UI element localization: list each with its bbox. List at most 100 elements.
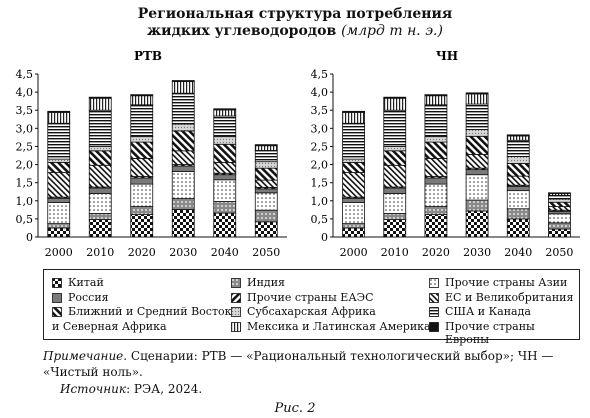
- legend-item-mideast: Ближний и Средний Восток и Северная Африк…: [52, 305, 232, 333]
- bar-segment-china-2040: [213, 212, 237, 238]
- bar-segment-mideast-2040: [506, 163, 530, 177]
- y-tick-label: 4,0: [311, 86, 329, 99]
- bar-segment-china-2020: [130, 214, 154, 238]
- y-tick-label: 1,0: [311, 195, 329, 208]
- legend-swatch: [429, 321, 439, 332]
- figure-title: Региональная структура потребления жидки…: [0, 6, 590, 40]
- source-text: : РЭА, 2024.: [126, 382, 203, 396]
- y-tick-label: 2,5: [311, 140, 329, 153]
- y-tick-label: 0: [321, 231, 328, 244]
- bar-segment-china-2050: [548, 228, 571, 238]
- bar-segment-russia-2040: [506, 185, 530, 192]
- bar-segment-india-2050: [548, 222, 571, 230]
- bar-segment-other-asia-2000: [342, 202, 365, 224]
- legend-label: Субсахарская Африка: [247, 305, 376, 318]
- bar-segment-other-europe-2020: [424, 94, 448, 97]
- source-label: Источник: [60, 382, 127, 396]
- y-tick-label: 1,0: [16, 195, 34, 208]
- figure-title-unit: (млрд т н. э.): [341, 23, 443, 39]
- bar-segment-ssafrica-2020: [130, 136, 154, 143]
- legend-item-other-asia: Прочие страны Азии: [429, 276, 567, 289]
- bar-segment-usa-canada-2030: [171, 92, 195, 125]
- bar-segment-other-europe-2040: [506, 134, 530, 137]
- x-tick-label: 2050: [545, 246, 573, 259]
- bar-segment-other-asia-2020: [424, 183, 448, 207]
- legend-label: Россия: [68, 290, 109, 304]
- legend-item-india: Индия: [231, 276, 285, 289]
- y-tick-label: 0,5: [16, 213, 34, 226]
- legend-swatch: [52, 292, 62, 303]
- bar-segment-other-europe-2050: [254, 144, 278, 147]
- bar-segment-latam-2010: [383, 97, 407, 111]
- bar-segment-other-asia-2050: [548, 213, 571, 224]
- x-tick-label: 2030: [463, 246, 491, 259]
- bar-segment-eu-uk-2020: [130, 157, 154, 177]
- bar-segment-ssafrica-2040: [506, 156, 530, 164]
- legend-swatch: [429, 307, 439, 317]
- legend-item-china: Китай: [52, 276, 104, 289]
- bar-segment-china-2030: [171, 209, 195, 238]
- bar-segment-india-2030: [465, 199, 489, 212]
- bar-segment-usa-canada-2000: [47, 122, 71, 160]
- bar-segment-other-asia-2000: [47, 202, 71, 224]
- bar-segment-mideast-2020: [424, 141, 448, 159]
- bar-segment-mideast-2010: [383, 150, 407, 166]
- legend-item-ssafrica: Субсахарская Африка: [231, 305, 376, 318]
- note-label: Примечание: [43, 349, 124, 363]
- bar-segment-russia-2010: [88, 187, 112, 194]
- bar-segment-latam-2020: [424, 95, 448, 106]
- note: Примечание. Сценарии: РТВ — «Рациональны…: [43, 348, 583, 380]
- bar-segment-russia-2040: [213, 174, 237, 181]
- bar-segment-mideast-2000: [342, 161, 365, 173]
- legend-label-line: и Северная Африка: [52, 320, 167, 333]
- source: Источник: РЭА, 2024.: [60, 382, 202, 396]
- bar-segment-ssafrica-2050: [254, 161, 278, 169]
- y-tick-label: 4,5: [311, 68, 329, 81]
- y-tick-label: 0,5: [311, 213, 329, 226]
- legend-swatch: [231, 307, 241, 317]
- bar-segment-other-europe-2050: [548, 192, 571, 194]
- bar-segment-russia-2020: [424, 177, 448, 185]
- bar-segment-latam-2000: [47, 111, 71, 124]
- figure-title-text: жидких углеводородов: [147, 23, 337, 39]
- x-tick-label: 2020: [128, 246, 156, 259]
- bar-segment-india-2020: [424, 206, 448, 215]
- legend-label: Прочие страны Европы: [445, 319, 535, 346]
- bar-segment-other-europe-2040: [213, 108, 237, 111]
- y-tick-label: 3,5: [16, 104, 34, 117]
- figure-caption: Рис. 2: [274, 401, 316, 416]
- legend-label: ЕС и Великобритания: [445, 290, 574, 304]
- bar-segment-russia-2030: [465, 169, 489, 176]
- bar-segment-china-2040: [506, 218, 530, 238]
- y-tick-label: 0: [26, 231, 33, 244]
- x-tick-label: 2020: [422, 246, 450, 259]
- chart-panel-rtv: РТВ 0 0,5 1,0 1,5 2,0 2,5 3,0 3,5 4,0 4,5 2000 2010 2…: [16, 49, 287, 259]
- bar-segment-mideast-2050: [548, 201, 571, 207]
- bar-segment-russia-2000: [47, 197, 71, 203]
- bar-segment-latam-2030: [171, 81, 195, 94]
- bar-segment-russia-2000: [342, 197, 365, 203]
- bar-segment-other-europe-2010: [383, 96, 407, 99]
- x-tick-label: 2000: [340, 246, 368, 259]
- bar-segment-ssafrica-2030: [465, 129, 489, 137]
- bar-segment-russia-2030: [171, 165, 195, 172]
- y-tick-label: 3,0: [311, 122, 329, 135]
- bar-segment-ssafrica-2010: [383, 146, 407, 152]
- bar-segment-russia-2020: [130, 177, 154, 185]
- bar-segment-russia-2050: [254, 188, 278, 194]
- legend-label: Ближний и Средний Восток и Северная Африк…: [52, 305, 232, 333]
- bar-segment-eu-uk-2000: [47, 172, 71, 198]
- bar-segment-ssafrica-2010: [88, 146, 112, 152]
- legend-swatch: [52, 278, 62, 288]
- bar-segment-usa-canada-2020: [130, 104, 154, 138]
- legend-label-line: Ближний и Средний Восток: [68, 305, 232, 318]
- bar-segment-eu-uk-2030: [465, 154, 489, 169]
- x-tick-label: 2040: [504, 246, 532, 259]
- y-tick-label: 4,0: [16, 86, 34, 99]
- bar-segment-usa-canada-2020: [424, 104, 448, 138]
- bar-segment-china-2000: [47, 227, 71, 238]
- bar-segment-latam-2020: [130, 95, 154, 106]
- bar-segment-latam-2050: [254, 145, 278, 151]
- y-tick-label: 2,0: [16, 159, 34, 172]
- legend-swatch: [429, 292, 439, 303]
